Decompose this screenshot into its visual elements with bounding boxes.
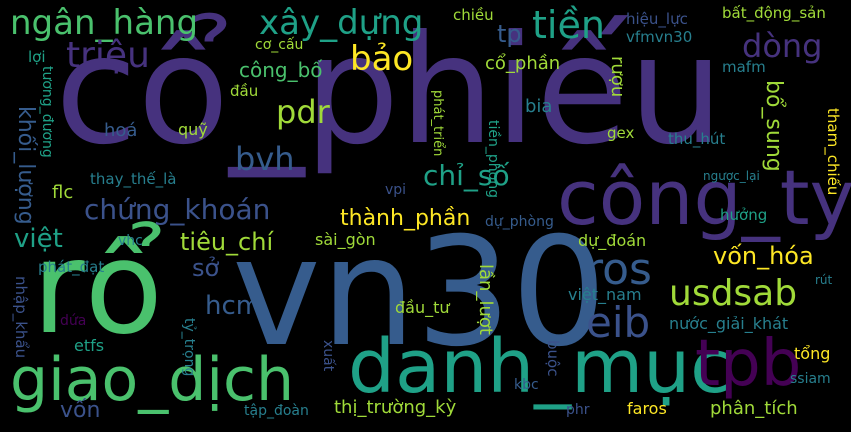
word-du-phong: dự_phòng (485, 214, 554, 230)
word-dua: dứa (60, 313, 87, 329)
word-huong: hưởng (720, 206, 768, 224)
word-viet-nam: việt_nam (568, 285, 642, 304)
word-bao: bảo (350, 39, 414, 79)
word-tp: tp (497, 20, 522, 48)
word-etfs: etfs (74, 336, 105, 355)
word-nhap-khau: nhập_khẩu (12, 276, 30, 359)
word-ro: rổ (32, 214, 163, 363)
word-von-hoa: vốn_hóa (713, 242, 814, 270)
word-hoa: hoá (104, 120, 138, 141)
word-phr: phr (566, 402, 590, 418)
word-cong-ty: công_ty (557, 153, 851, 242)
word-kbc: kbc (514, 377, 539, 393)
word-thanh-phan: thành_phần (340, 206, 471, 231)
word-thay-the-la: thay_thế_là (90, 170, 177, 188)
word-chieu: chiều (453, 6, 494, 24)
word-tien: tiền (532, 3, 605, 47)
word-so: sở (192, 254, 220, 282)
word-vfmvn30: vfmvn30 (626, 28, 693, 46)
word-viet: việt (14, 224, 63, 254)
word-giao-dich: giao_dịch (10, 345, 295, 415)
word-xay-dung: xây_dựng (259, 3, 424, 43)
word-dong: dòng (742, 27, 823, 65)
word-tham-chieu: tham_chiếu (824, 108, 842, 196)
word-tieu-chi: tiêu_chí (180, 228, 274, 256)
word-bvh: bvh (235, 140, 295, 178)
word-phat-trien: phát_triển (430, 90, 445, 157)
word-vn30: vn30 (232, 206, 607, 380)
word-dau-tu: đầu_tư (395, 298, 450, 317)
word-buoc: buộc (544, 340, 562, 377)
word-phan-tich: phân_tích (710, 398, 798, 419)
word-tien-phong: tiền_phong (485, 120, 501, 198)
word-ros: ros (585, 244, 652, 295)
word-danh-muc: danh_mục (348, 324, 731, 410)
word-nuoc-giai-khat: nước_giải_khát (669, 314, 789, 333)
word-rut: rút (815, 273, 833, 287)
word-thi-truong-ky: thị_trường_kỳ (334, 397, 457, 418)
word-bat-dong-san: bất_động_sản (722, 4, 826, 22)
word-thu-hut: thu_hút (668, 130, 726, 148)
word-co-cau: cơ_cấu (255, 37, 304, 53)
word-gex: gex (607, 124, 635, 142)
word-quy: quỹ (178, 120, 208, 139)
word-trieu: triệu (66, 35, 150, 76)
word-ty-trong: tỷ_trọng (181, 318, 197, 377)
word-eib: eib (586, 298, 651, 347)
word-bo-sung: bổ_sung (761, 80, 786, 172)
word-chi-so: chỉ_số (423, 159, 510, 192)
word-mafm: mafm (722, 58, 766, 76)
word-ssiam: ssiam (790, 371, 831, 387)
word-dau: đầu (230, 82, 259, 100)
word-vpi: vpi (385, 182, 407, 198)
word-hcm: hcm (205, 291, 262, 321)
word-cong-bo: công_bố (239, 58, 323, 82)
word-tpb: tpb (695, 327, 802, 401)
word-sai-gon: sài_gòn (315, 230, 376, 249)
word-hieu-luc: hiệu_lực (626, 10, 688, 28)
word-flc: flc (52, 182, 74, 203)
word-pdr: pdr (276, 93, 330, 131)
word-loi: lợi (28, 48, 46, 66)
word-du-doan: dự_đoán (578, 231, 647, 250)
word-von: vốn (60, 398, 101, 423)
word-xuat: xuất (320, 340, 336, 372)
word-lan-luot: lần_lượt (475, 264, 496, 335)
word-co-phieu: cổ_phiếu (55, 4, 724, 178)
word-faros: faros (627, 399, 667, 418)
word-nguoc-lai: ngược_lại (703, 169, 760, 183)
word-co-phan: cổ_phần (485, 53, 561, 74)
word-vhc: vhc (118, 233, 143, 249)
word-chung-khoan: chứng_khoán (84, 193, 271, 226)
word-phat-dat: phát_đạt (38, 258, 105, 276)
word-ruou: rượu (607, 56, 628, 98)
word-tuong-duong: tương_đương (39, 66, 55, 158)
word-tap-doan: tập_đoàn (244, 403, 309, 419)
word-ngan-hang: ngân_hàng (10, 3, 199, 43)
word-tong: tổng (794, 344, 831, 363)
word-usdsab: usdsab (669, 273, 798, 314)
word-khoi-luong: khối_lượng (13, 106, 38, 225)
word-bia: bia (525, 96, 553, 117)
